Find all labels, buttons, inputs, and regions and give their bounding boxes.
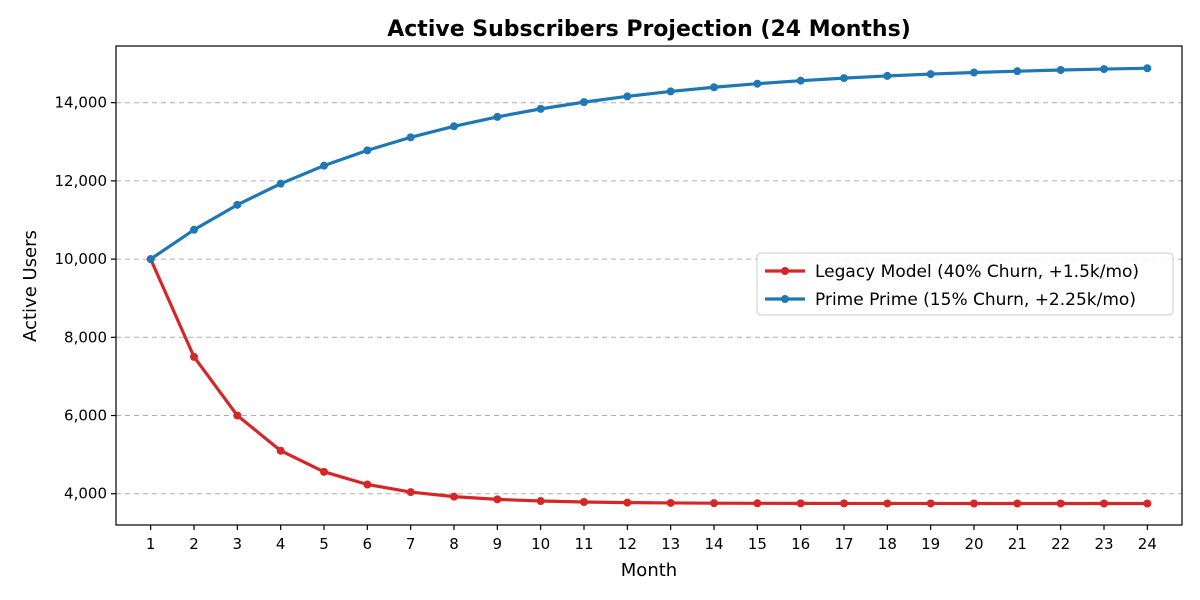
x-tick-label: 19 [921, 535, 940, 553]
x-tick-label: 12 [618, 535, 637, 553]
data-point [536, 497, 545, 506]
data-point [536, 104, 545, 113]
data-point [1143, 499, 1152, 508]
data-point [970, 499, 978, 508]
data-point [1143, 64, 1152, 73]
x-tick-label: 13 [661, 535, 680, 553]
data-point [320, 467, 328, 476]
data-point [1100, 65, 1108, 74]
x-tick-label: 3 [233, 535, 243, 553]
data-point [146, 255, 155, 264]
x-tick-label: 2 [189, 535, 199, 553]
x-tick-label: 18 [878, 535, 897, 553]
data-point [710, 499, 718, 508]
y-axis: 4,000 6,000 8,000 10,000 12,000 14,000 [55, 94, 116, 503]
x-tick-label: 17 [834, 535, 853, 553]
data-point [883, 499, 892, 508]
data-point [320, 161, 328, 170]
data-point [753, 79, 762, 88]
data-point [666, 498, 675, 507]
chart-title: Active Subscribers Projection (24 Months… [387, 17, 911, 42]
data-point [1100, 499, 1108, 508]
series-line [149, 257, 1149, 506]
x-tick-label: 7 [406, 535, 416, 553]
data-point [450, 492, 458, 501]
x-tick-label: 15 [748, 535, 767, 553]
data-point [623, 92, 632, 101]
data-point [363, 480, 372, 489]
x-tick-label: 11 [574, 535, 593, 553]
x-tick-label: 14 [704, 535, 723, 553]
legend-swatch-marker [781, 295, 789, 303]
data-point [1013, 499, 1022, 508]
data-point [580, 98, 588, 107]
y-axis-label: Active Users [20, 230, 41, 342]
legend: Legacy Model (40% Churn, +1.5k/mo) Prime … [756, 252, 1174, 316]
data-point [580, 498, 588, 507]
legend-label: Legacy Model (40% Churn, +1.5k/mo) [815, 262, 1139, 282]
y-tick-label: 14,000 [55, 94, 108, 112]
legend-label: Prime Prime (15% Churn, +2.25k/mo) [815, 290, 1136, 310]
y-tick-label: 12,000 [55, 172, 108, 190]
x-tick-label: 21 [1008, 535, 1027, 553]
data-point [926, 70, 935, 79]
data-point [276, 446, 285, 455]
data-point [710, 83, 718, 92]
data-point [450, 122, 458, 131]
x-tick-label: 20 [964, 535, 983, 553]
data-point [840, 74, 848, 83]
x-tick-label: 24 [1138, 535, 1157, 553]
y-tick-label: 10,000 [55, 250, 108, 268]
x-tick-label: 22 [1051, 535, 1070, 553]
series-2 [146, 64, 1152, 264]
data-point [493, 112, 502, 121]
x-tick-label: 1 [146, 535, 156, 553]
data-point [840, 499, 848, 508]
legend-item: Prime Prime (15% Churn, +2.25k/mo) [765, 290, 1136, 310]
y-tick-label: 6,000 [64, 407, 107, 425]
data-point [796, 499, 805, 508]
data-point [666, 87, 675, 96]
data-point [970, 68, 978, 77]
data-point [190, 225, 198, 234]
grid-lines [116, 102, 1182, 495]
x-tick-label: 6 [363, 535, 373, 553]
x-tick-label: 4 [276, 535, 286, 553]
data-point [796, 76, 805, 85]
data-point [406, 133, 415, 142]
series-lines [146, 64, 1152, 508]
x-tick-label: 10 [531, 535, 550, 553]
data-point [1056, 66, 1065, 75]
x-tick-label: 8 [449, 535, 459, 553]
data-point [1013, 67, 1022, 76]
data-point [363, 146, 372, 155]
data-point [623, 498, 632, 507]
data-point [406, 488, 415, 497]
x-tick-label: 5 [319, 535, 329, 553]
data-point [276, 179, 285, 188]
legend-box [756, 252, 1174, 316]
legend-item: Legacy Model (40% Churn, +1.5k/mo) [765, 262, 1139, 282]
data-point [233, 411, 242, 420]
x-tick-label: 9 [493, 535, 503, 553]
y-tick-label: 8,000 [64, 328, 107, 346]
series-1 [146, 255, 1152, 508]
data-point [926, 499, 935, 508]
plot-frame [115, 45, 1183, 526]
x-axis-label: Month [621, 560, 677, 581]
x-axis: 1 2 3 4 5 6 7 8 9 10 11 12 13 14 15 16 17 18 19 20 21 22 23 24 [146, 525, 1157, 553]
data-point [233, 200, 242, 209]
x-tick-label: 23 [1094, 535, 1113, 553]
data-point [1056, 499, 1065, 508]
data-point [190, 352, 198, 361]
data-point [883, 71, 892, 80]
x-tick-label: 16 [791, 535, 810, 553]
legend-swatch-marker [781, 267, 789, 275]
data-point [753, 499, 762, 508]
data-point [493, 495, 502, 504]
series-line [149, 66, 1149, 261]
y-tick-label: 4,000 [64, 485, 107, 503]
